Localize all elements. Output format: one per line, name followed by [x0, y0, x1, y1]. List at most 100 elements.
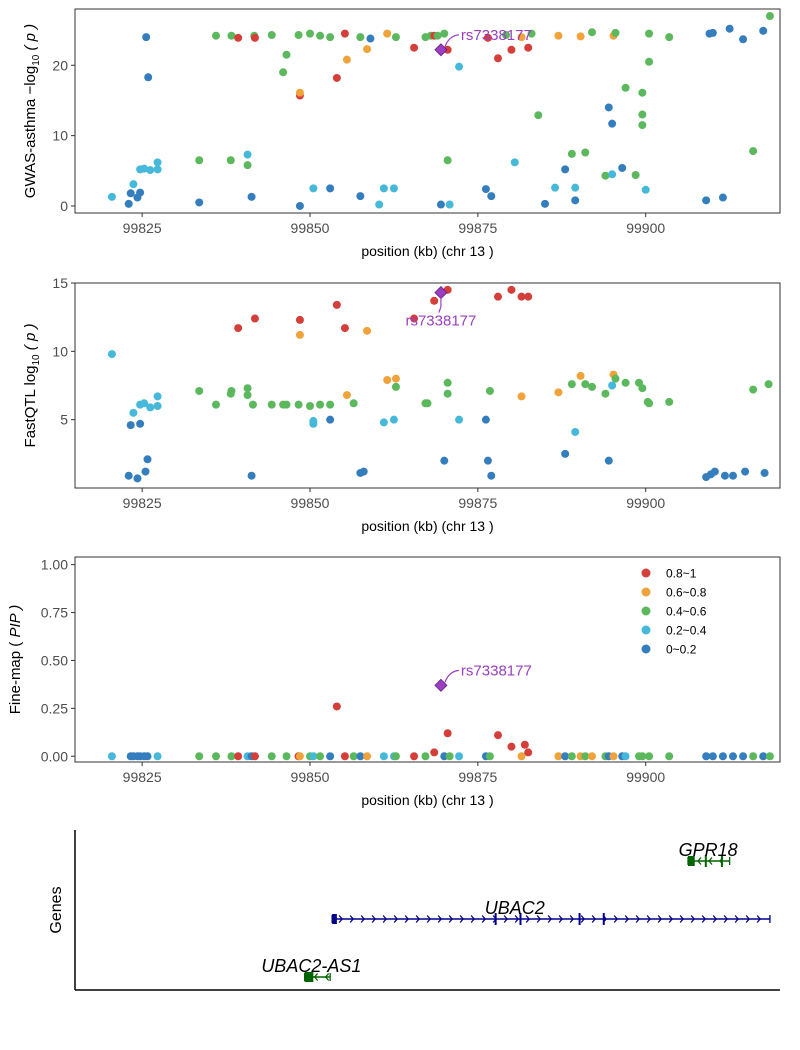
- data-point: [638, 384, 647, 393]
- x-axis-label: position (kb) (chr 13 ): [361, 243, 493, 259]
- data-point: [326, 415, 335, 424]
- data-point: [410, 43, 419, 52]
- gene-name-label: UBAC2: [485, 898, 545, 918]
- exon: [578, 913, 581, 925]
- strand-arrow: [536, 915, 542, 923]
- data-point: [243, 161, 252, 170]
- x-tick-label: 99825: [123, 495, 162, 511]
- data-point: [226, 156, 235, 165]
- y-tick-label: 10: [52, 128, 68, 144]
- data-point: [567, 149, 576, 158]
- data-point: [107, 752, 116, 761]
- data-point: [638, 88, 647, 97]
- data-point: [741, 467, 750, 476]
- data-point: [332, 702, 341, 711]
- data-point: [445, 200, 454, 209]
- legend-swatch: [641, 644, 651, 654]
- data-point: [507, 285, 516, 294]
- data-point: [638, 121, 647, 130]
- data-point: [153, 402, 162, 410]
- y-label-main: Fine-map (: [7, 642, 24, 715]
- strand-arrow: [701, 915, 707, 923]
- data-point: [507, 742, 516, 751]
- data-point: [739, 752, 748, 761]
- data-point: [729, 471, 737, 480]
- data-point: [143, 752, 152, 761]
- data-point: [527, 29, 536, 38]
- data-point: [212, 752, 220, 761]
- data-point: [356, 752, 365, 761]
- y-tick-label: 0.00: [41, 748, 68, 764]
- exon: [602, 913, 605, 925]
- data-point: [129, 408, 138, 417]
- plot-frame: [74, 8, 781, 214]
- data-point: [541, 199, 549, 208]
- y-tick-label: 5: [60, 412, 68, 428]
- data-point: [483, 33, 492, 42]
- strand-arrow: [712, 915, 718, 923]
- data-point: [708, 28, 717, 37]
- y-label-subscript: 10: [31, 354, 42, 366]
- data-point: [588, 28, 596, 37]
- data-point: [391, 752, 400, 761]
- data-point: [146, 166, 155, 175]
- lead-snp-marker: [434, 678, 448, 692]
- data-point: [234, 752, 243, 761]
- data-point: [759, 26, 768, 35]
- data-point: [267, 31, 276, 40]
- data-point: [443, 156, 452, 165]
- data-point: [601, 389, 610, 398]
- y-label-main: FastQTL log: [22, 365, 39, 447]
- data-point: [379, 418, 388, 427]
- x-tick-label: 99900: [626, 769, 665, 785]
- gene-track-panel: Genes GPR18 UBAC2 UBAC2-AS1: [48, 830, 780, 991]
- y-label-tail: PIP ): [7, 605, 24, 642]
- strand-arrow: [547, 915, 553, 923]
- data-point: [195, 752, 204, 761]
- data-point: [608, 170, 617, 179]
- data-point: [517, 33, 526, 42]
- data-point: [749, 147, 758, 156]
- strand-arrow: [558, 915, 564, 923]
- strand-arrow: [734, 915, 740, 923]
- exon: [519, 913, 522, 925]
- data-point: [638, 110, 647, 119]
- data-point: [379, 184, 388, 193]
- data-point: [708, 752, 717, 761]
- data-point: [729, 752, 737, 761]
- data-point: [342, 55, 351, 64]
- data-point: [621, 752, 630, 761]
- data-point: [485, 752, 494, 761]
- data-point: [356, 192, 365, 201]
- x-tick-label: 99850: [291, 769, 330, 785]
- data-point: [391, 33, 400, 42]
- data-point: [567, 380, 576, 389]
- x-tick-label: 99875: [458, 495, 497, 511]
- data-point: [326, 400, 335, 409]
- data-point: [567, 752, 576, 761]
- data-point: [153, 392, 162, 401]
- data-point: [342, 391, 351, 400]
- data-point: [153, 158, 162, 167]
- data-point: [764, 380, 773, 389]
- data-point: [554, 31, 563, 40]
- data-point: [725, 24, 734, 33]
- strand-arrow: [613, 915, 619, 923]
- data-point: [510, 158, 519, 167]
- data-point: [561, 752, 570, 761]
- data-point: [601, 171, 610, 180]
- data-point: [645, 399, 654, 408]
- data-point: [282, 400, 291, 409]
- data-point: [267, 400, 276, 409]
- lead-label-connector: [444, 34, 460, 48]
- data-point: [391, 382, 400, 391]
- data-point: [551, 183, 560, 192]
- y-tick-label: 0.50: [41, 652, 68, 668]
- y-tick-label: 0.25: [41, 700, 68, 716]
- data-point: [153, 752, 162, 761]
- strand-arrow: [481, 915, 487, 923]
- data-point: [455, 752, 464, 761]
- data-point: [534, 111, 543, 120]
- strand-arrow: [313, 973, 319, 981]
- data-point: [494, 54, 502, 63]
